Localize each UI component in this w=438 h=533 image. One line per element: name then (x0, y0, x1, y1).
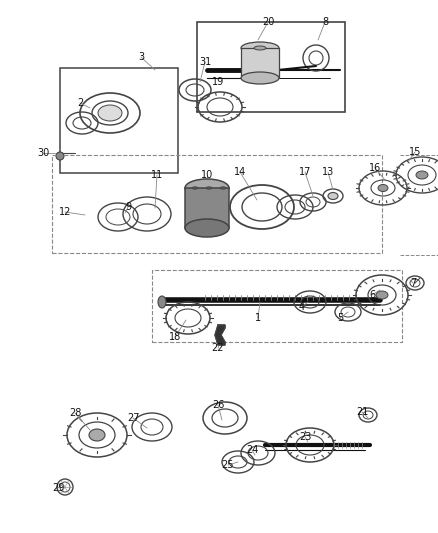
Bar (52, 155, 382, 253)
Text: 23: 23 (299, 432, 311, 442)
Text: 24: 24 (246, 445, 258, 455)
Text: 31: 31 (199, 57, 211, 67)
Text: 28: 28 (69, 408, 81, 418)
Ellipse shape (241, 72, 279, 84)
Ellipse shape (89, 429, 105, 441)
Text: 16: 16 (369, 163, 381, 173)
Ellipse shape (206, 187, 212, 189)
Text: 13: 13 (322, 167, 334, 177)
Text: 10: 10 (201, 170, 213, 180)
Text: 1: 1 (255, 313, 261, 323)
Ellipse shape (378, 184, 388, 191)
Text: 19: 19 (212, 77, 224, 87)
Ellipse shape (192, 187, 198, 189)
Text: 30: 30 (37, 148, 49, 158)
Text: 9: 9 (125, 202, 131, 212)
Text: 17: 17 (299, 167, 311, 177)
Ellipse shape (328, 192, 338, 199)
Ellipse shape (98, 105, 122, 121)
Text: 11: 11 (151, 170, 163, 180)
Text: 14: 14 (234, 167, 246, 177)
Text: 3: 3 (138, 52, 144, 62)
Text: 21: 21 (356, 407, 368, 417)
Text: 15: 15 (409, 147, 421, 157)
Text: 6: 6 (369, 290, 375, 300)
Text: 8: 8 (322, 17, 328, 27)
Polygon shape (215, 325, 225, 345)
Ellipse shape (241, 42, 279, 54)
Text: 22: 22 (212, 343, 224, 353)
Text: 7: 7 (410, 278, 416, 288)
Ellipse shape (416, 171, 428, 179)
Bar (185, 188, 229, 228)
Ellipse shape (158, 296, 166, 308)
Text: 4: 4 (299, 302, 305, 312)
Text: 26: 26 (212, 400, 224, 410)
Text: 27: 27 (127, 413, 139, 423)
Bar (152, 270, 402, 342)
Ellipse shape (376, 291, 388, 299)
Ellipse shape (185, 219, 229, 237)
Circle shape (56, 152, 64, 160)
Bar (241, 48, 279, 78)
Bar (60, 68, 178, 173)
Ellipse shape (220, 187, 226, 189)
Text: 29: 29 (52, 483, 64, 493)
Text: 2: 2 (77, 98, 83, 108)
Bar (197, 22, 345, 112)
Text: 25: 25 (222, 460, 234, 470)
Text: 12: 12 (59, 207, 71, 217)
Text: 5: 5 (337, 313, 343, 323)
Text: 18: 18 (169, 332, 181, 342)
Ellipse shape (185, 179, 229, 197)
Ellipse shape (254, 46, 266, 50)
Text: 20: 20 (262, 17, 274, 27)
